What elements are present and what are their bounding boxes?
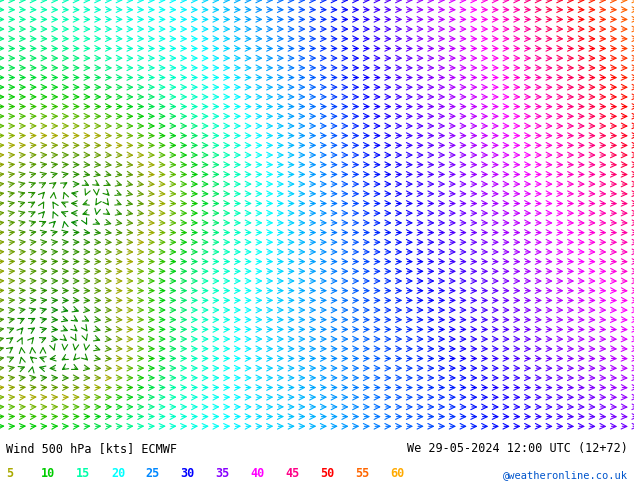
Text: 15: 15 <box>76 467 90 480</box>
Text: 60: 60 <box>390 467 404 480</box>
Text: 50: 50 <box>320 467 334 480</box>
Text: 55: 55 <box>355 467 369 480</box>
Text: 40: 40 <box>250 467 264 480</box>
Text: 30: 30 <box>181 467 195 480</box>
Text: 45: 45 <box>285 467 299 480</box>
Text: 25: 25 <box>146 467 160 480</box>
Text: Wind 500 hPa [kts] ECMWF: Wind 500 hPa [kts] ECMWF <box>6 442 178 455</box>
Text: 20: 20 <box>111 467 125 480</box>
Text: 35: 35 <box>216 467 230 480</box>
Text: 5: 5 <box>6 467 13 480</box>
Text: @weatheronline.co.uk: @weatheronline.co.uk <box>503 470 628 480</box>
Text: We 29-05-2024 12:00 UTC (12+72): We 29-05-2024 12:00 UTC (12+72) <box>407 442 628 455</box>
Text: 10: 10 <box>41 467 55 480</box>
